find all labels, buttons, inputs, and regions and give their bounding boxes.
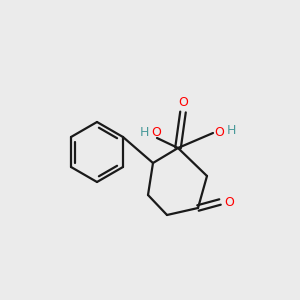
Text: O: O	[151, 127, 161, 140]
Text: O: O	[224, 196, 234, 208]
Text: H: H	[226, 124, 236, 137]
Text: O: O	[178, 97, 188, 110]
Text: H: H	[139, 127, 149, 140]
Text: O: O	[214, 127, 224, 140]
